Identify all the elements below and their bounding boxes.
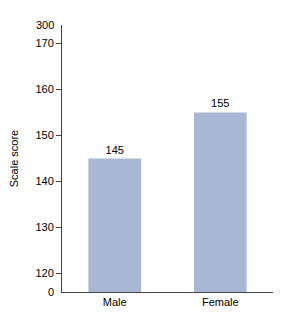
svg-text:160: 160 — [35, 83, 53, 95]
svg-text:145: 145 — [106, 144, 124, 156]
svg-text:Female: Female — [202, 296, 239, 308]
svg-text:170: 170 — [35, 37, 53, 49]
svg-text:300: 300 — [36, 19, 54, 31]
svg-text:150: 150 — [35, 129, 53, 141]
svg-text:155: 155 — [211, 97, 229, 109]
svg-text:140: 140 — [35, 175, 53, 187]
svg-text:130: 130 — [35, 221, 53, 233]
svg-text:Scale score: Scale score — [8, 130, 20, 187]
svg-text:120: 120 — [35, 267, 53, 279]
svg-text:Male: Male — [103, 296, 127, 308]
svg-text:0: 0 — [48, 286, 54, 298]
